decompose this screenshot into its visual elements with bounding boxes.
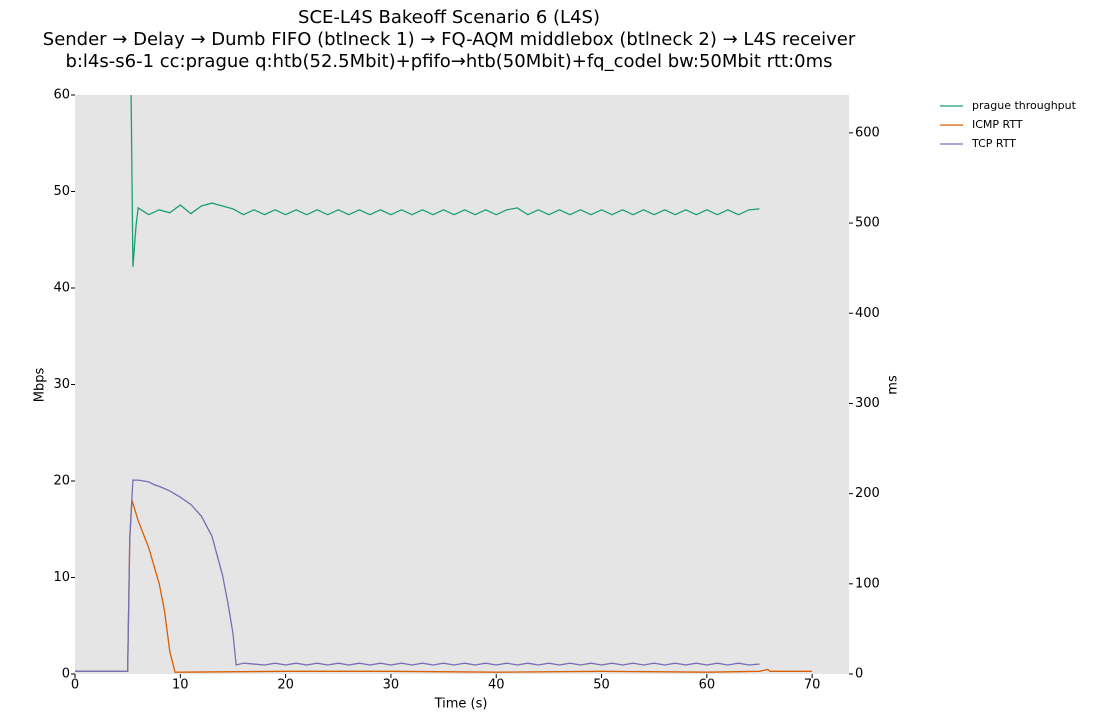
y2-tick-label: 0 [855, 667, 863, 682]
y2-tick-label: 100 [855, 576, 880, 591]
x-tick-label: 70 [804, 678, 821, 693]
chart-subtitle: Sender → Delay → Dumb FIFO (btlneck 1) →… [43, 29, 856, 50]
y-tick-label: 50 [53, 184, 70, 199]
y2-tick-label: 200 [855, 486, 880, 501]
y-tick-label: 20 [53, 474, 70, 489]
y2-tick-label: 300 [855, 396, 880, 411]
series-line [75, 479, 760, 672]
x-tick-label: 10 [172, 678, 189, 693]
legend-label: ICMP RTT [972, 118, 1023, 131]
x-tick-label: 50 [593, 678, 610, 693]
y2-tick-label: 400 [855, 306, 880, 321]
y-tick-label: 60 [53, 88, 70, 103]
series-line [130, 95, 760, 267]
y-tick-label: 30 [53, 377, 70, 392]
x-tick-label: 0 [71, 678, 79, 693]
x-axis-label: Time (s) [434, 697, 488, 712]
x-tick-label: 60 [699, 678, 716, 693]
y-axis-label: Mbps [33, 368, 48, 403]
x-tick-label: 30 [383, 678, 400, 693]
series-line [75, 499, 813, 673]
plot-area [75, 95, 849, 674]
y2-tick-label: 500 [855, 216, 880, 231]
legend-label: prague throughput [972, 99, 1077, 112]
y2-axis-label: ms [886, 375, 901, 395]
y-tick-label: 40 [53, 281, 70, 296]
chart-subtitle: b:l4s-s6-1 cc:prague q:htb(52.5Mbit)+pfi… [65, 51, 832, 72]
y2-tick-label: 600 [855, 125, 880, 140]
y-tick-label: 10 [53, 570, 70, 585]
legend-label: TCP RTT [971, 137, 1016, 150]
chart-title: SCE-L4S Bakeoff Scenario 6 (L4S) [298, 7, 600, 28]
y-tick-label: 0 [62, 667, 70, 682]
x-tick-label: 20 [277, 678, 294, 693]
lines [75, 95, 813, 673]
x-tick-label: 40 [488, 678, 505, 693]
